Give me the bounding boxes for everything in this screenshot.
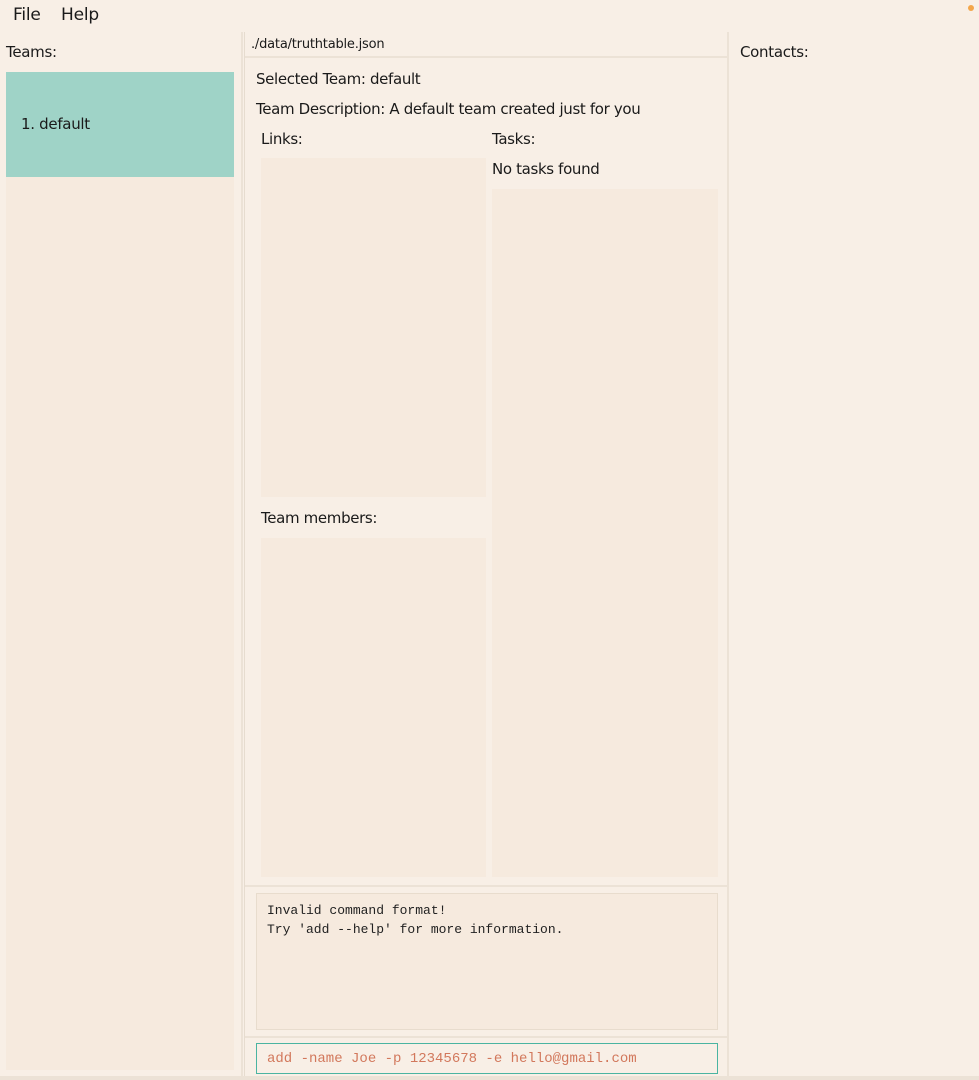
contacts-panel: Contacts: bbox=[730, 32, 979, 1076]
file-path: ./data/truthtable.json bbox=[251, 37, 385, 52]
links-list[interactable] bbox=[261, 158, 486, 497]
team-detail-panel: ./data/truthtable.json Selected Team: de… bbox=[244, 32, 729, 1078]
team-list-item-label: 1. default bbox=[21, 115, 90, 133]
team-list[interactable]: 1. default bbox=[6, 72, 234, 1070]
status-dot-icon bbox=[968, 5, 974, 11]
command-box[interactable] bbox=[256, 1043, 718, 1074]
tasks-label: Tasks: bbox=[492, 130, 536, 148]
menu-bar: File Help bbox=[0, 0, 979, 31]
teams-label: Teams: bbox=[6, 43, 57, 61]
team-members-label: Team members: bbox=[261, 509, 378, 527]
menu-help[interactable]: Help bbox=[61, 5, 99, 25]
team-description: Team Description: A default team created… bbox=[256, 100, 641, 118]
divider bbox=[245, 1036, 728, 1038]
teams-panel: Teams: 1. default bbox=[0, 32, 243, 1076]
team-detail: Selected Team: default Team Description:… bbox=[245, 59, 728, 887]
result-display: Invalid command format! Try 'add --help'… bbox=[256, 893, 718, 1030]
command-input[interactable] bbox=[257, 1044, 717, 1073]
team-list-item[interactable]: 1. default bbox=[6, 72, 234, 177]
links-label: Links: bbox=[261, 130, 303, 148]
menu-file[interactable]: File bbox=[13, 5, 41, 25]
selected-team-label: Selected Team: default bbox=[256, 70, 421, 88]
file-path-bar: ./data/truthtable.json bbox=[245, 32, 728, 58]
contacts-label: Contacts: bbox=[740, 43, 809, 61]
team-members-list[interactable] bbox=[261, 538, 486, 877]
tasks-list[interactable] bbox=[492, 189, 718, 877]
window-bottom-edge bbox=[0, 1076, 979, 1080]
tasks-empty-message: No tasks found bbox=[492, 160, 600, 178]
